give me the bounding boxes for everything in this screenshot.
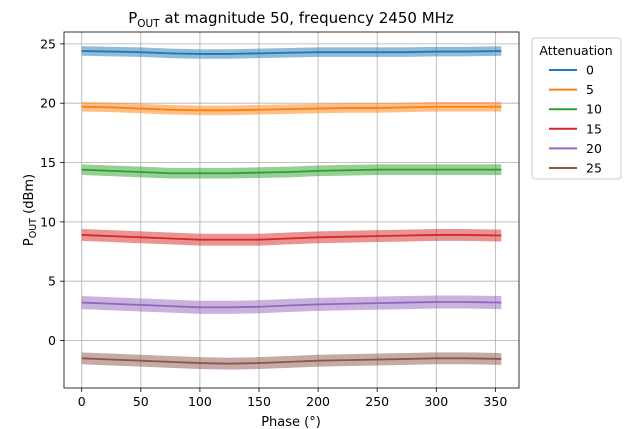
- line-attenuation-10: [81, 168, 502, 175]
- x-tick-label: 150: [247, 394, 271, 409]
- line-attenuation-15: [81, 234, 502, 241]
- series-lines: [81, 50, 502, 365]
- line-attenuation-0: [81, 50, 502, 55]
- legend-title: Attenuation: [539, 43, 612, 58]
- chart-title: POUT at magnitude 50, frequency 2450 MHz: [128, 9, 454, 30]
- y-tick-label: 5: [48, 274, 56, 289]
- line-attenuation-25: [81, 357, 502, 365]
- grid: [64, 32, 519, 388]
- plot-area: [64, 32, 519, 388]
- y-axis-label: POUT (dBm): [22, 174, 39, 246]
- legend-items: 0 5 10 15 20 25: [549, 63, 602, 176]
- x-tick-label: 250: [365, 394, 389, 409]
- legend: Attenuation 0 5 10 15 20 25: [531, 37, 622, 180]
- y-tick-label: 10: [40, 214, 56, 229]
- y-tick-label: 0: [48, 333, 56, 348]
- legend-label-25: 25: [586, 161, 602, 176]
- legend-label-20: 20: [586, 141, 602, 156]
- y-tick-label: 20: [40, 96, 56, 111]
- x-tick-label: 100: [188, 394, 212, 409]
- y-tick-label: 25: [40, 36, 56, 51]
- ticks: 0 50 100 150 200 250 300 350 0 5 10 15 20 25: [40, 36, 507, 409]
- legend-label-0: 0: [586, 63, 594, 78]
- x-tick-label: 50: [133, 394, 149, 409]
- x-axis-label: Phase (°): [261, 415, 321, 429]
- x-tick-label: 200: [306, 394, 330, 409]
- y-tick-label: 15: [40, 155, 56, 170]
- x-tick-label: 0: [78, 394, 86, 409]
- legend-label-5: 5: [586, 82, 594, 97]
- legend-label-10: 10: [586, 102, 602, 117]
- legend-label-15: 15: [586, 121, 602, 136]
- line-attenuation-5: [81, 105, 502, 112]
- x-tick-label: 350: [483, 394, 507, 409]
- band-attenuation-15: [81, 228, 502, 246]
- line-attenuation-20: [81, 301, 502, 309]
- plot-frame: [63, 31, 520, 389]
- x-tick-label: 300: [424, 394, 448, 409]
